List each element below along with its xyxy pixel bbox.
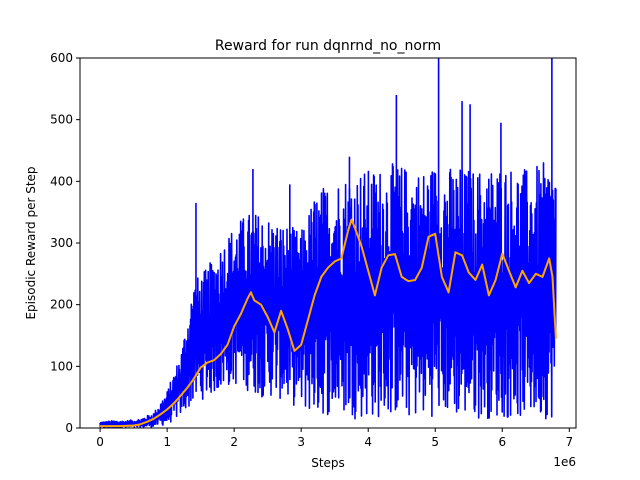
raw-reward-line — [99, 162, 557, 428]
x-axis-offset-label: 1e6 — [553, 455, 576, 469]
smoothed-reward-line — [100, 218, 557, 428]
x-tick-label: 3 — [297, 435, 305, 449]
x-tick-label: 2 — [230, 435, 238, 449]
x-tick-label: 0 — [96, 435, 104, 449]
x-tick-label: 5 — [431, 435, 439, 449]
y-axis: 0 100 200 300 400 500 600 — [50, 51, 80, 435]
y-tick-label: 600 — [50, 51, 73, 65]
x-tick-label: 6 — [498, 435, 506, 449]
y-tick-label: 400 — [50, 174, 73, 188]
y-tick-label: 0 — [65, 421, 73, 435]
x-axis-label: Steps — [311, 456, 345, 470]
y-tick-label: 300 — [50, 236, 73, 250]
x-tick-label: 7 — [565, 435, 573, 449]
x-axis: 0 1 2 3 4 5 6 7 — [96, 428, 573, 449]
plot-area — [79, 57, 577, 429]
y-tick-label: 500 — [50, 113, 73, 127]
x-tick-label: 4 — [364, 435, 372, 449]
y-tick-label: 100 — [50, 359, 73, 373]
chart-title: Reward for run dqnrnd_no_norm — [215, 38, 441, 54]
x-tick-label: 1 — [163, 435, 171, 449]
y-tick-label: 200 — [50, 298, 73, 312]
y-axis-label: Episodic Reward per Step — [24, 166, 38, 319]
